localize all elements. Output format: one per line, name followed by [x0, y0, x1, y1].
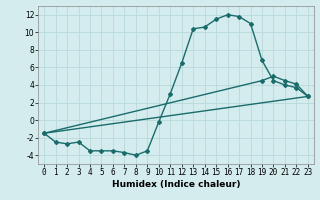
X-axis label: Humidex (Indice chaleur): Humidex (Indice chaleur) [112, 180, 240, 189]
